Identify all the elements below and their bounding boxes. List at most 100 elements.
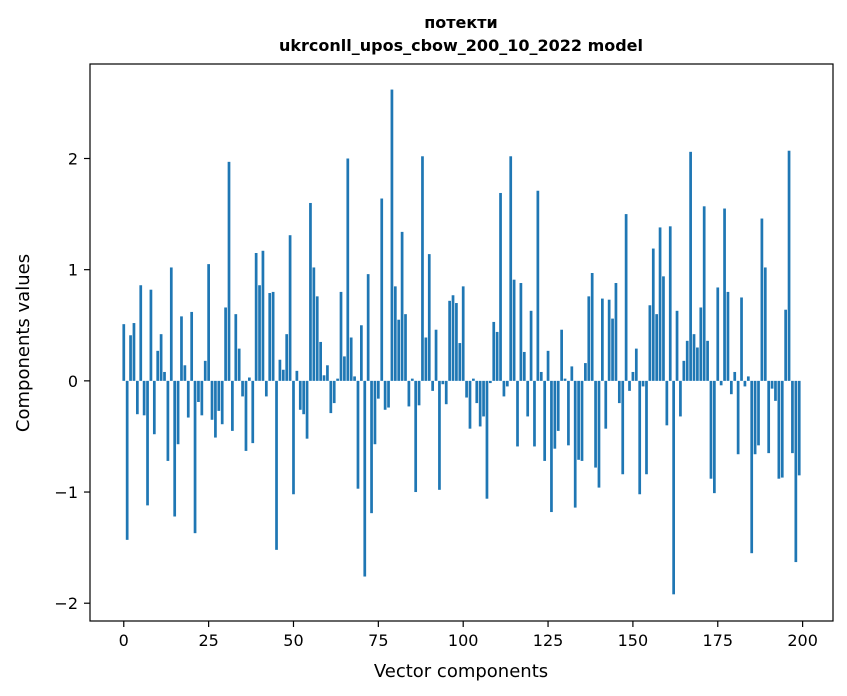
bar <box>461 286 465 381</box>
bar <box>784 309 788 381</box>
bar <box>536 190 540 381</box>
bar <box>597 380 601 488</box>
bar <box>241 380 244 397</box>
bar <box>346 158 350 381</box>
bar <box>563 378 567 381</box>
bar <box>655 314 659 381</box>
bar <box>319 341 322 381</box>
bar <box>590 273 594 381</box>
bar <box>186 380 190 418</box>
bar <box>533 380 536 447</box>
bar <box>390 89 394 381</box>
bars-group <box>122 89 801 595</box>
bar <box>156 350 160 381</box>
bar <box>200 380 204 416</box>
bar <box>315 296 319 381</box>
bar <box>329 380 333 414</box>
bar <box>400 231 404 381</box>
bar <box>556 380 560 431</box>
bar <box>339 291 343 381</box>
chart-title: потекти <box>424 13 498 32</box>
bar <box>750 380 754 554</box>
bar <box>651 248 655 381</box>
bar <box>634 348 638 381</box>
bar <box>248 377 251 381</box>
bar <box>709 380 713 479</box>
bar <box>275 380 278 550</box>
bar <box>210 380 214 420</box>
bar <box>777 380 781 479</box>
bar <box>584 363 587 381</box>
bar <box>509 156 513 381</box>
bar <box>407 380 411 407</box>
bar <box>465 380 468 398</box>
bar <box>404 314 407 381</box>
chart-subtitle: ukrconll_upos_cbow_200_10_2022 model <box>279 36 643 55</box>
bar <box>227 161 231 381</box>
bar <box>699 307 703 381</box>
bar <box>217 380 221 411</box>
bar <box>631 371 635 381</box>
bar <box>146 380 149 506</box>
bar <box>706 340 709 381</box>
bar <box>288 235 292 381</box>
bar <box>638 380 642 495</box>
bar <box>434 329 438 381</box>
bar <box>570 366 574 381</box>
bar <box>526 380 530 417</box>
x-tick-label: 0 <box>119 631 129 650</box>
bar <box>723 208 726 381</box>
bar <box>726 291 730 381</box>
bar <box>488 380 492 384</box>
bar <box>183 365 187 381</box>
bar <box>360 325 363 381</box>
bar <box>421 156 424 381</box>
bar <box>682 360 686 381</box>
bar <box>787 150 791 381</box>
bar <box>757 380 760 446</box>
bar <box>309 202 312 381</box>
bar <box>614 283 618 381</box>
bar <box>763 267 767 381</box>
bar <box>478 380 482 427</box>
bar <box>376 380 380 399</box>
bar <box>356 380 360 489</box>
bar <box>254 253 258 381</box>
bar <box>251 380 255 444</box>
bar <box>152 380 156 435</box>
bar <box>298 380 302 410</box>
y-tick-label: −2 <box>54 594 78 613</box>
bar <box>672 380 675 595</box>
bar <box>492 321 496 381</box>
bar <box>207 264 210 381</box>
bar <box>295 370 299 381</box>
plot-frame <box>89 63 834 622</box>
bar <box>546 350 550 381</box>
bar <box>414 380 418 493</box>
bar <box>573 380 577 508</box>
bar <box>567 380 570 446</box>
bar <box>485 380 489 499</box>
bar <box>203 360 207 381</box>
bar <box>716 287 720 381</box>
bar <box>621 380 625 475</box>
bar <box>237 348 241 381</box>
bar <box>743 380 747 387</box>
bar <box>125 380 129 540</box>
bar <box>458 343 462 381</box>
x-axis-ticks: 0 25 50 75 100 125 150 175 200 <box>119 621 818 650</box>
bar <box>220 380 224 425</box>
bar <box>577 380 580 460</box>
bar <box>689 151 692 381</box>
bar <box>305 380 309 439</box>
x-tick-label: 150 <box>618 631 649 650</box>
y-axis-label: Components values <box>13 254 34 432</box>
bar <box>505 380 509 387</box>
bar <box>719 380 723 386</box>
bar <box>370 380 373 514</box>
bar <box>529 310 533 381</box>
bar <box>696 347 699 381</box>
bar <box>142 380 146 416</box>
bar <box>553 380 557 449</box>
bar <box>512 279 516 381</box>
